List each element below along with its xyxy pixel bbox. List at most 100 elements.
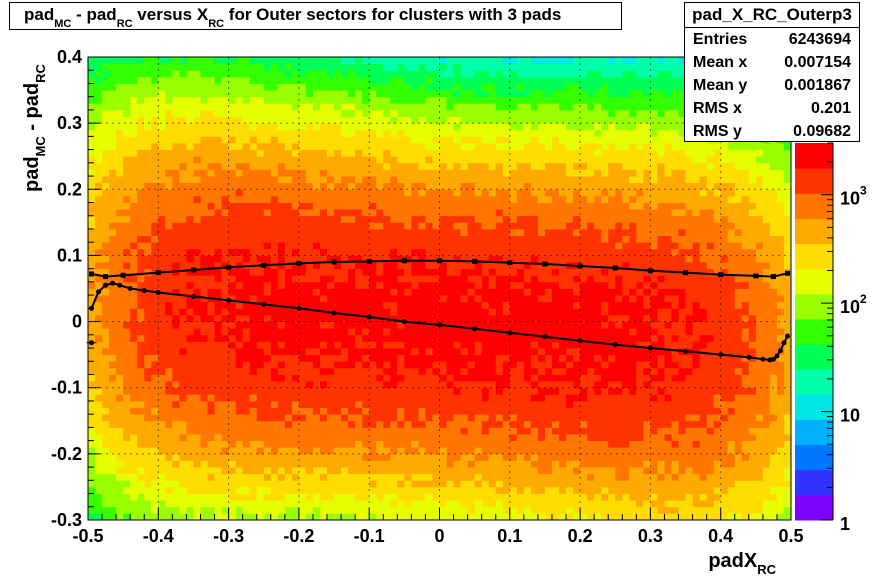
heatmap-cell <box>277 176 286 184</box>
heatmap-cell <box>537 427 546 435</box>
heatmap-cell <box>411 387 419 395</box>
heatmap-cell <box>214 142 222 150</box>
heatmap-cell <box>369 394 377 402</box>
heatmap-cell <box>467 513 476 521</box>
heatmap-cell <box>137 116 145 124</box>
heatmap-cell <box>390 275 398 283</box>
heatmap-cell <box>102 394 110 402</box>
heatmap-cell <box>425 275 433 283</box>
heatmap-cell <box>467 394 476 402</box>
heatmap-cell <box>460 434 469 442</box>
heatmap-cell <box>418 354 426 362</box>
heatmap-cell <box>390 76 398 84</box>
heatmap-cell <box>319 328 328 336</box>
heatmap-cell <box>341 334 349 342</box>
heatmap-cell <box>298 281 307 289</box>
heatmap-cell <box>559 295 567 303</box>
heatmap-cell <box>481 493 490 501</box>
heatmap-cell <box>116 63 124 71</box>
heatmap-cell <box>270 169 279 177</box>
heatmap-cell <box>172 262 180 270</box>
heatmap-cell <box>587 453 595 461</box>
heatmap-cell <box>249 215 258 223</box>
heatmap-cell <box>207 367 215 375</box>
heatmap-cell <box>573 506 581 514</box>
heatmap-cell <box>516 209 525 217</box>
heatmap-cell <box>95 334 103 342</box>
heatmap-cell <box>249 493 258 501</box>
heatmap-cell <box>544 301 553 309</box>
heatmap-cell <box>277 156 286 164</box>
heatmap-cell <box>242 123 251 131</box>
heatmap-cell <box>523 480 532 488</box>
heatmap-cell <box>263 268 272 276</box>
heatmap-cell <box>123 354 131 362</box>
heatmap-cell <box>355 367 363 375</box>
heatmap-cell <box>179 321 187 329</box>
heatmap-cell <box>559 506 567 514</box>
heatmap-cell <box>580 195 588 203</box>
heatmap-cell <box>291 301 300 309</box>
heatmap-cell <box>523 407 532 415</box>
heatmap-cell <box>319 242 328 250</box>
heatmap-cell <box>207 182 215 190</box>
heatmap-cell <box>263 334 272 342</box>
heatmap-cell <box>341 328 349 336</box>
heatmap-cell <box>376 169 384 177</box>
heatmap-cell <box>383 361 391 369</box>
heatmap-cell <box>411 268 419 276</box>
heatmap-cell <box>109 334 117 342</box>
heatmap-cell <box>298 407 307 415</box>
heatmap-cell <box>102 70 110 78</box>
heatmap-cell <box>305 90 314 98</box>
heatmap-cell <box>580 407 588 415</box>
heatmap-cell <box>362 453 370 461</box>
heatmap-cell <box>165 321 173 329</box>
heatmap-cell <box>158 493 166 501</box>
heatmap-cell <box>559 182 567 190</box>
heatmap-cell <box>544 460 553 468</box>
heatmap-cell <box>383 500 391 508</box>
heatmap-cell <box>277 361 286 369</box>
heatmap-cell <box>165 96 173 104</box>
heatmap-cell <box>284 295 293 303</box>
heatmap-cell <box>334 142 342 150</box>
heatmap-cell <box>460 420 469 428</box>
heatmap-cell <box>509 321 518 329</box>
heatmap-cell <box>376 513 384 521</box>
heatmap-cell <box>362 169 370 177</box>
heatmap-cell <box>137 480 145 488</box>
heatmap-cell <box>411 354 419 362</box>
heatmap-cell <box>467 447 476 455</box>
heatmap-cell <box>95 295 103 303</box>
heatmap-cell <box>235 434 244 442</box>
heatmap-cell <box>228 434 237 442</box>
heatmap-cell <box>432 334 440 342</box>
heatmap-cell <box>144 400 152 408</box>
heatmap-cell <box>249 96 258 104</box>
heatmap-cell <box>341 222 349 230</box>
heatmap-cell <box>404 354 412 362</box>
heatmap-cell <box>502 228 511 236</box>
heatmap-cell <box>425 142 433 150</box>
heatmap-cell <box>130 314 138 322</box>
heatmap-cell <box>95 467 103 475</box>
heatmap-cell <box>151 407 159 415</box>
heatmap-cell <box>559 348 567 356</box>
heatmap-cell <box>95 129 103 137</box>
heatmap-cell <box>460 70 469 78</box>
heatmap-cell <box>305 281 314 289</box>
heatmap-cell <box>341 116 349 124</box>
heatmap-cell <box>88 480 96 488</box>
heatmap-cell <box>383 447 391 455</box>
heatmap-cell <box>411 420 419 428</box>
heatmap-cell <box>109 308 117 316</box>
heatmap-cell <box>151 262 159 270</box>
heatmap-cell <box>109 149 117 157</box>
heatmap-cell <box>362 434 370 442</box>
heatmap-cell <box>404 341 412 349</box>
heatmap-cell <box>390 288 398 296</box>
heatmap-cell <box>263 381 272 389</box>
heatmap-cell <box>242 129 251 137</box>
heatmap-cell <box>249 440 258 448</box>
